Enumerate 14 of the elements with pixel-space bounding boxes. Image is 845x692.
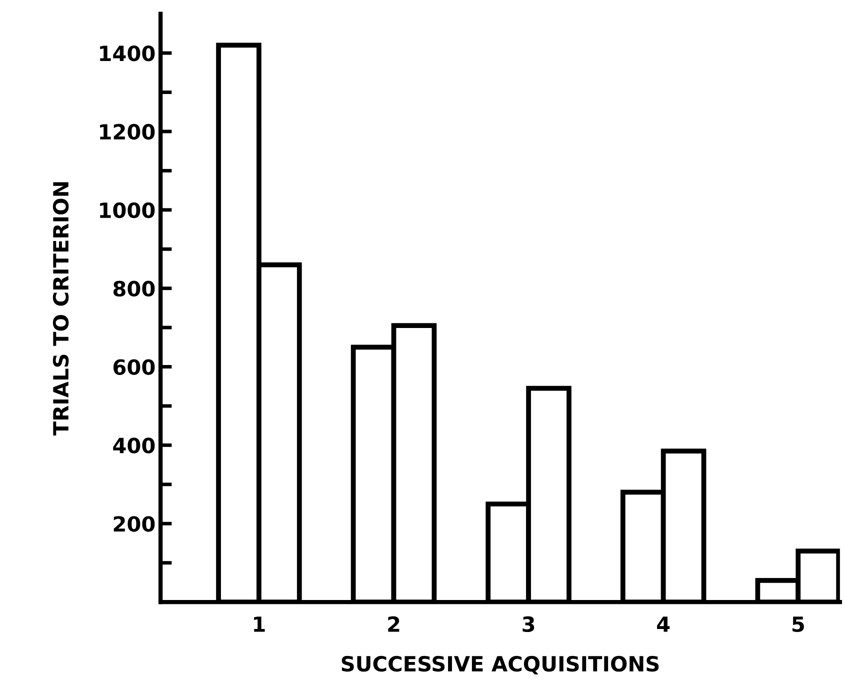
x-tick-label: 1 xyxy=(254,616,265,632)
y-axis-title: TRIALS TO CRITERION xyxy=(52,182,69,436)
y-tick-label: 800 xyxy=(113,280,155,297)
y-tick-label: 1000 xyxy=(100,202,155,218)
y-tick-label: 600 xyxy=(113,359,155,375)
y-tick-label: 400 xyxy=(113,438,155,454)
y-tick-label: 1200 xyxy=(100,124,155,140)
y-tick-label: 200 xyxy=(114,516,155,532)
y-tick-label: 1400 xyxy=(100,46,155,62)
x-tick-label: 2 xyxy=(388,616,400,632)
x-tick-label: 4 xyxy=(657,616,670,632)
x-tick-label: 3 xyxy=(522,616,534,632)
x-tick-label: 5 xyxy=(792,616,804,632)
x-axis-title: SUCCESSIVE ACQUISITIONS xyxy=(342,656,659,674)
